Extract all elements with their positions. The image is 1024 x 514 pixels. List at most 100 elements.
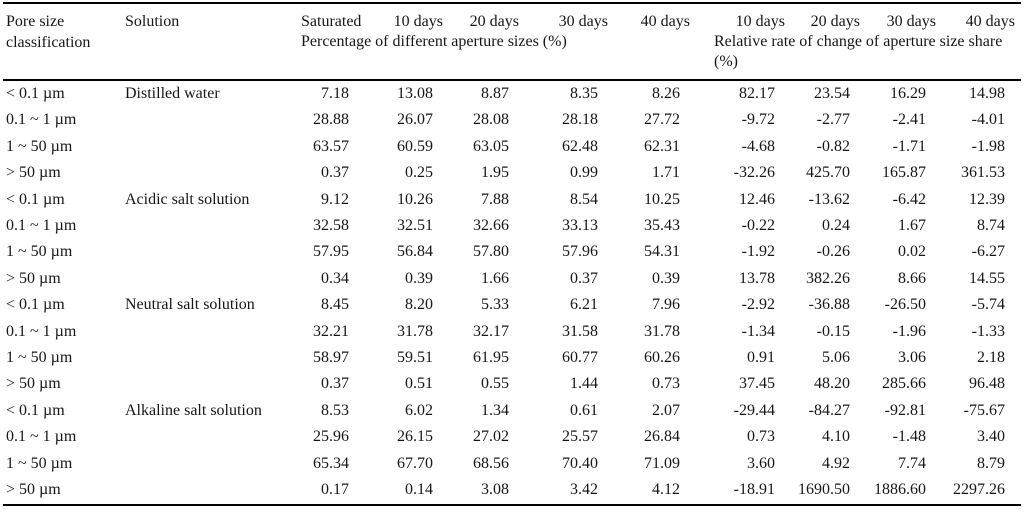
solution-cell [121, 160, 301, 186]
value-cell: 26.84 [644, 428, 680, 446]
table-row: 0.1 ~ 1 µm 28.88 26.07 28.08 28.18 27.72… [3, 107, 1021, 133]
table-row: < 0.1 µm Acidic salt solution 9.12 10.26… [3, 187, 1021, 213]
value-cell: 7.88 [481, 190, 509, 208]
value-cell: -26.50 [884, 296, 926, 314]
value-cell: 2297.26 [953, 481, 1005, 499]
col-header-30days-pct: 30 days [558, 13, 608, 30]
value-cell: 8.66 [898, 269, 926, 287]
value-cell: 26.07 [397, 111, 433, 129]
col-header-solution: Solution [125, 13, 180, 30]
table-row: 1 ~ 50 µm 57.95 56.84 57.80 57.96 54.31 … [3, 239, 1021, 265]
value-cell: 57.95 [313, 243, 349, 261]
value-cell: 32.51 [397, 217, 433, 235]
value-cell: 3.08 [481, 481, 509, 499]
value-cell: 0.24 [822, 217, 850, 235]
value-cell: 361.53 [961, 164, 1005, 182]
value-cell: 16.29 [890, 85, 926, 102]
value-cell: 8.45 [321, 296, 349, 314]
pore-size-cell: < 0.1 µm [6, 401, 65, 419]
value-cell: 0.14 [405, 481, 433, 499]
value-cell: 57.80 [473, 243, 509, 261]
value-cell: 425.70 [806, 164, 850, 182]
value-cell: 7.96 [652, 296, 680, 314]
value-cell: -1.98 [971, 137, 1005, 155]
header-row-main: Pore size classification Solution Satura… [3, 3, 1021, 51]
solution-cell [121, 477, 301, 504]
value-cell: 65.34 [313, 454, 349, 472]
pore-size-cell: > 50 µm [6, 164, 61, 182]
value-cell: 26.15 [397, 428, 433, 446]
pore-size-cell: > 50 µm [6, 481, 61, 499]
pore-size-cell: 0.1 ~ 1 µm [6, 111, 77, 129]
pore-size-cell: 0.1 ~ 1 µm [6, 322, 77, 340]
value-cell: 0.17 [321, 481, 349, 499]
value-cell: 1.34 [481, 401, 509, 419]
value-cell: 12.39 [969, 190, 1005, 208]
value-cell: 0.39 [405, 269, 433, 287]
value-cell: -1.96 [892, 322, 926, 340]
value-cell: 63.57 [313, 137, 349, 155]
value-cell: 0.61 [570, 401, 598, 419]
solution-cell [121, 371, 301, 397]
value-cell: 0.91 [747, 349, 775, 367]
value-cell: 8.87 [481, 85, 509, 102]
col-header-10days-rate: 10 days [735, 13, 785, 30]
value-cell: 28.88 [313, 111, 349, 129]
value-cell: 60.26 [644, 349, 680, 367]
value-cell: 57.96 [562, 243, 598, 261]
value-cell: 1.67 [898, 217, 926, 235]
value-cell: 7.74 [898, 454, 926, 472]
pore-size-cell: 0.1 ~ 1 µm [6, 428, 77, 446]
value-cell: 68.56 [473, 454, 509, 472]
value-cell: 28.08 [473, 111, 509, 129]
solution-cell [121, 107, 301, 133]
value-cell: 67.70 [397, 454, 433, 472]
value-cell: 5.33 [481, 296, 509, 314]
value-cell: 54.31 [644, 243, 680, 261]
value-cell: 62.31 [644, 137, 680, 155]
table-row: 1 ~ 50 µm 65.34 67.70 68.56 70.40 71.09 … [3, 451, 1021, 477]
value-cell: 10.25 [644, 190, 680, 208]
table-row: > 50 µm 0.37 0.51 0.55 1.44 0.73 37.45 4… [3, 371, 1021, 397]
value-cell: 31.78 [397, 322, 433, 340]
value-cell: -6.27 [971, 243, 1005, 261]
value-cell: 31.58 [562, 322, 598, 340]
subheader-relative-rate-group: Relative rate of change of aperture size… [714, 33, 1003, 70]
value-cell: 27.02 [473, 428, 509, 446]
col-header-30days-rate: 30 days [886, 13, 936, 30]
value-cell: 6.21 [570, 296, 598, 314]
pore-size-cell: 0.1 ~ 1 µm [6, 217, 77, 235]
aperture-size-table: Pore size classification Solution Satura… [3, 2, 1021, 506]
value-cell: 10.26 [397, 190, 433, 208]
value-cell: 37.45 [739, 375, 775, 393]
value-cell: 9.12 [321, 190, 349, 208]
value-cell: 382.26 [806, 269, 850, 287]
value-cell: 8.79 [977, 454, 1005, 472]
value-cell: 0.73 [652, 375, 680, 393]
value-cell: 58.97 [313, 349, 349, 367]
value-cell: 70.40 [562, 454, 598, 472]
value-cell: -32.26 [733, 164, 775, 182]
value-cell: 0.39 [652, 269, 680, 287]
pore-size-cell: 1 ~ 50 µm [6, 137, 73, 155]
value-cell: 0.51 [405, 375, 433, 393]
solution-cell [121, 266, 301, 292]
value-cell: 0.37 [321, 164, 349, 182]
col-header-saturated: Saturated [301, 13, 362, 30]
table-header: Pore size classification Solution Satura… [3, 3, 1021, 80]
value-cell: 2.18 [977, 349, 1005, 367]
value-cell: -1.71 [892, 137, 926, 155]
value-cell: 13.08 [397, 85, 433, 102]
value-cell: 3.06 [898, 349, 926, 367]
value-cell: 71.09 [644, 454, 680, 472]
value-cell: -29.44 [733, 401, 775, 419]
value-cell: 5.06 [822, 349, 850, 367]
value-cell: 13.78 [739, 269, 775, 287]
value-cell: 1.66 [481, 269, 509, 287]
solution-cell: Acidic salt solution [125, 190, 250, 208]
value-cell: 35.43 [644, 217, 680, 235]
value-cell: 56.84 [397, 243, 433, 261]
value-cell: 23.54 [814, 85, 850, 102]
solution-cell [121, 319, 301, 345]
value-cell: -13.62 [808, 190, 850, 208]
